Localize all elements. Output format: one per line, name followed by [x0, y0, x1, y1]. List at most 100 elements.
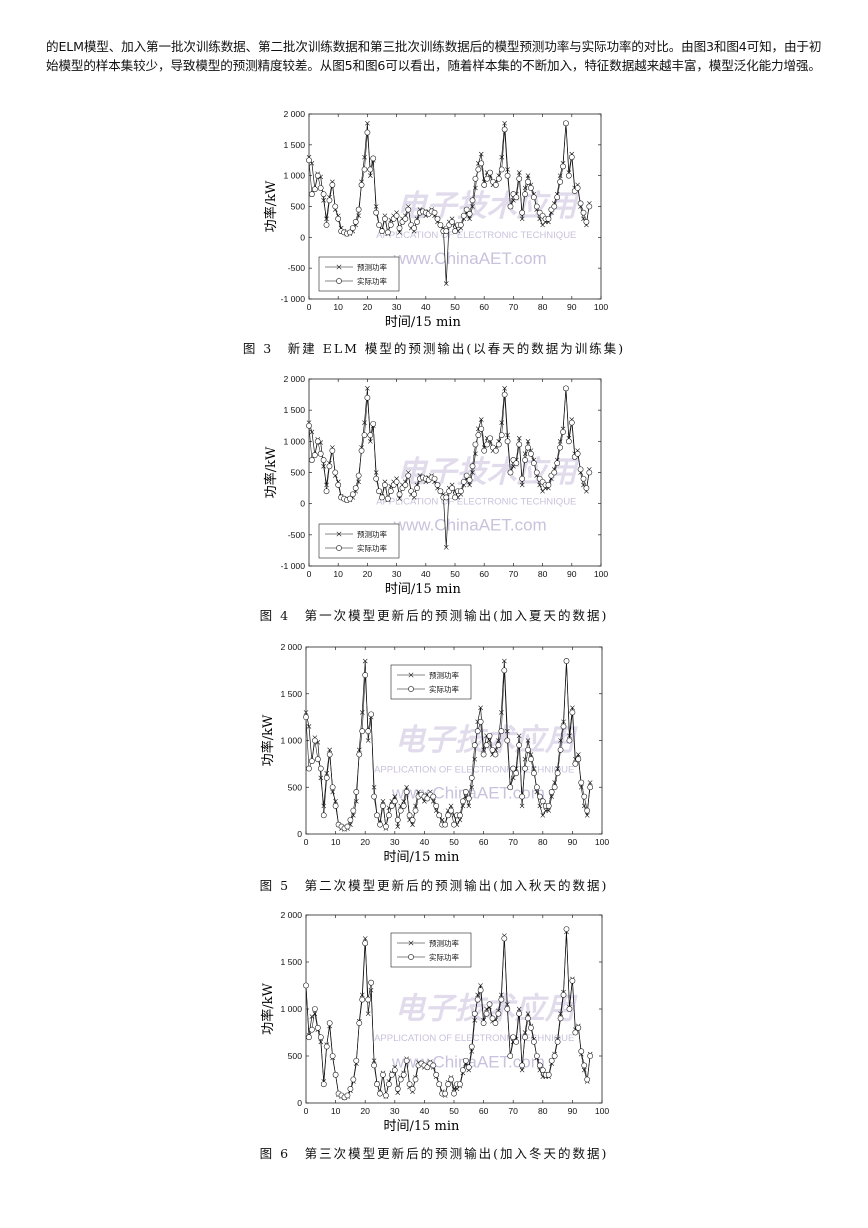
point-marker-circle: [380, 1071, 386, 1078]
point-marker-circle: [481, 447, 488, 454]
point-marker-circle: [347, 495, 353, 502]
figure-5-caption: 图 5 第二次模型更新后的预测输出(加入秋天的数据): [259, 878, 609, 893]
y-tick-label: 2 000: [280, 910, 302, 920]
point-marker-circle: [554, 770, 561, 777]
point-marker-x: [516, 170, 522, 175]
point-marker-circle: [320, 191, 327, 198]
point-marker-circle: [394, 1086, 401, 1092]
point-marker-circle: [528, 185, 534, 191]
point-marker-x: [522, 1030, 528, 1035]
point-marker-x: [362, 154, 367, 160]
point-marker-circle: [370, 155, 377, 162]
point-marker-circle: [572, 761, 579, 767]
point-marker-x: [570, 705, 575, 711]
point-marker-circle: [519, 475, 526, 482]
point-marker-circle: [443, 228, 450, 235]
x-tick-label: 100: [594, 569, 609, 579]
point-marker-circle: [358, 182, 365, 188]
x-tick-label: 10: [331, 1106, 341, 1116]
point-marker-circle: [580, 209, 587, 216]
point-marker-circle: [465, 795, 472, 802]
point-marker-circle: [320, 457, 327, 463]
point-marker-circle: [377, 1090, 383, 1097]
point-marker-circle: [443, 494, 450, 501]
y-tick-label: -500: [288, 530, 305, 540]
point-marker-circle: [424, 795, 431, 802]
point-marker-circle: [474, 728, 481, 735]
series-actual: [306, 385, 593, 503]
point-marker-circle: [317, 450, 324, 457]
point-marker-circle: [586, 469, 593, 476]
point-marker-circle: [373, 475, 380, 482]
point-marker-x: [555, 766, 560, 771]
legend-label: 预测功率: [429, 938, 459, 948]
point-marker-circle: [355, 206, 362, 213]
point-marker-circle: [466, 211, 473, 217]
legend-label: 实际功率: [357, 276, 387, 286]
point-marker-circle: [516, 742, 522, 749]
point-marker-circle: [548, 789, 555, 795]
point-marker-x: [312, 1011, 318, 1017]
x-tick-label: 90: [568, 1106, 578, 1116]
watermark-line1: APPLICATION OF ELECTRONIC TECHNIQUE: [376, 496, 576, 507]
point-marker-circle: [516, 1010, 522, 1017]
point-marker-circle: [335, 215, 342, 222]
legend-marker-x: [336, 531, 342, 537]
point-marker-circle: [437, 488, 444, 495]
point-marker-circle: [584, 807, 591, 814]
point-marker-x: [472, 1017, 478, 1023]
x-tick-label: 60: [479, 302, 489, 312]
point-marker-circle: [344, 823, 351, 830]
point-marker-circle: [386, 812, 392, 819]
y-tick-label: 500: [288, 782, 303, 792]
point-marker-circle: [551, 1053, 558, 1059]
point-marker-circle: [560, 992, 567, 998]
point-marker-circle: [393, 212, 400, 219]
point-marker-circle: [487, 169, 493, 176]
point-marker-circle: [359, 728, 366, 735]
point-marker-circle: [587, 1053, 594, 1059]
y-tick-label: 2 000: [283, 374, 305, 384]
y-tick-label: -1 000: [281, 561, 306, 571]
point-marker-circle: [431, 475, 438, 482]
point-marker-circle: [484, 175, 490, 182]
point-marker-circle: [577, 466, 584, 473]
point-marker-circle: [394, 817, 401, 823]
point-marker-circle: [320, 812, 327, 819]
x-tick-label: 70: [509, 569, 519, 579]
y-tick-label: -500: [288, 263, 305, 273]
point-marker-circle: [329, 784, 336, 791]
point-marker-circle: [510, 765, 517, 772]
point-marker-x: [318, 775, 324, 781]
x-tick-label: 40: [420, 1106, 430, 1116]
point-marker-circle: [480, 751, 487, 758]
legend-marker-x: [408, 940, 414, 946]
legend-box: [318, 523, 400, 559]
point-marker-circle: [577, 200, 584, 207]
point-marker-circle: [533, 203, 540, 210]
point-marker-circle: [472, 175, 479, 182]
x-tick-label: 70: [508, 1106, 518, 1116]
point-marker-circle: [365, 996, 372, 1003]
legend-label: 实际功率: [357, 543, 387, 553]
point-marker-circle: [569, 977, 576, 984]
point-marker-circle: [486, 1001, 493, 1008]
point-marker-circle: [406, 812, 413, 819]
point-marker-x: [525, 439, 531, 444]
point-marker-x: [505, 432, 510, 438]
point-marker-circle: [356, 1020, 363, 1026]
y-tick-label: 1 500: [283, 140, 305, 150]
point-marker-circle: [522, 191, 528, 198]
point-marker-circle: [493, 447, 499, 454]
point-marker-circle: [388, 803, 395, 809]
point-marker-circle: [430, 793, 437, 800]
point-marker-circle: [457, 1081, 463, 1088]
x-tick-label: 60: [479, 569, 489, 579]
point-marker-circle: [359, 996, 366, 1003]
point-marker-circle: [513, 460, 520, 467]
watermark-line1: APPLICATION OF ELECTRONIC TECHNIQUE: [374, 764, 574, 775]
point-marker-circle: [349, 225, 356, 231]
point-marker-circle: [314, 438, 321, 445]
